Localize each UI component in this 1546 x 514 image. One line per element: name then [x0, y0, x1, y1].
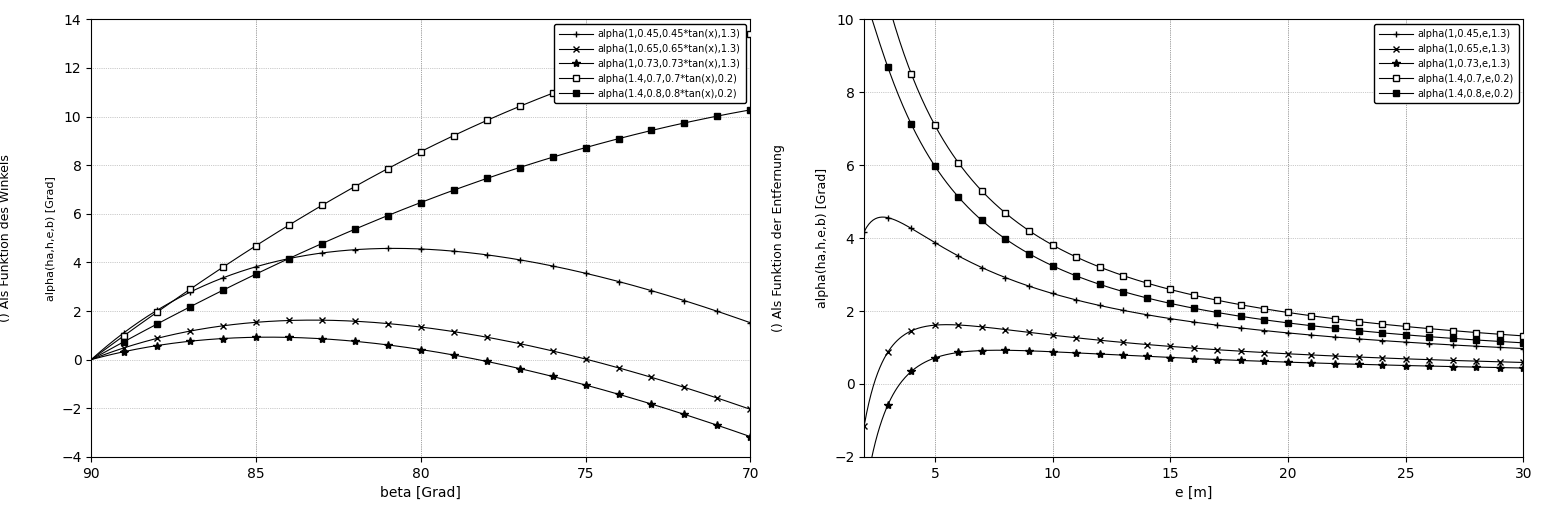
Y-axis label: alpha(ha,h,e,b) [Grad]: alpha(ha,h,e,b) [Grad] [816, 168, 829, 308]
Legend: alpha(1,0.45,e,1.3), alpha(1,0.65,e,1.3), alpha(1,0.73,e,1.3), alpha(1.4,0.7,e,0: alpha(1,0.45,e,1.3), alpha(1,0.65,e,1.3)… [1374, 24, 1518, 103]
Y-axis label: alpha(ha,h,e,b) [Grad]: alpha(ha,h,e,b) [Grad] [45, 176, 56, 301]
X-axis label: e [m]: e [m] [1175, 486, 1212, 500]
Legend: alpha(1,0.45,0.45*tan(x),1.3), alpha(1,0.65,0.65*tan(x),1.3), alpha(1,0.73,0.73*: alpha(1,0.45,0.45*tan(x),1.3), alpha(1,0… [553, 24, 745, 103]
X-axis label: beta [Grad]: beta [Grad] [380, 486, 461, 500]
Text: () Als Funktion des Winkels: () Als Funktion des Winkels [0, 154, 12, 322]
Text: () Als Funktion der Entfernung: () Als Funktion der Entfernung [771, 144, 785, 332]
